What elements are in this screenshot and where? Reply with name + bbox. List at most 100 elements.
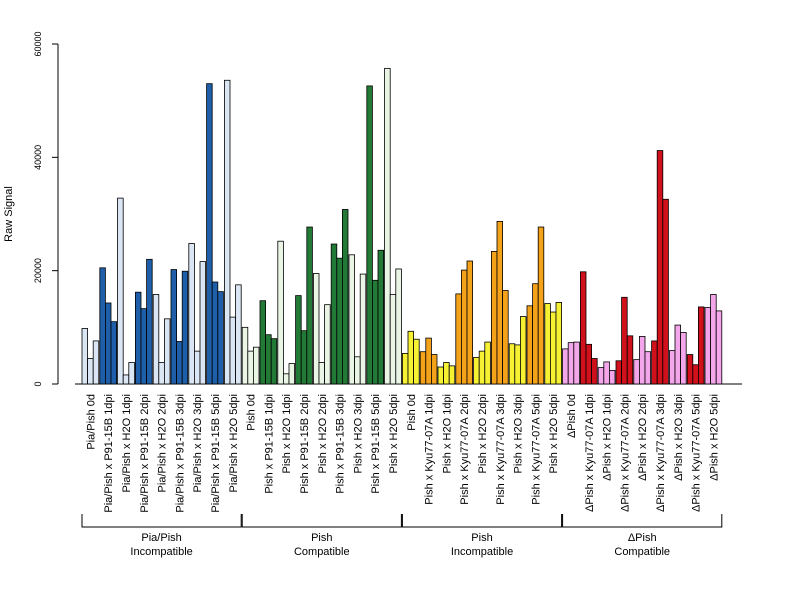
x-tick-label: Pish x H2O 2dpi — [477, 394, 489, 473]
bar — [193, 350, 201, 385]
bar — [395, 268, 402, 385]
x-tick-label: Pish x Kyu77-07A 1dpi — [424, 394, 436, 505]
bar — [520, 316, 527, 385]
bar — [621, 296, 628, 385]
bar — [514, 344, 521, 385]
bar — [92, 340, 100, 385]
bar — [532, 283, 539, 385]
bar — [633, 359, 640, 385]
group-label-line1: ΔPish — [628, 532, 657, 544]
bar — [644, 351, 651, 385]
bar — [466, 260, 473, 385]
bar — [223, 79, 231, 385]
bar — [384, 67, 391, 385]
x-tick-label: ΔPish x Kyu77-07A 5dpi — [691, 394, 703, 512]
bar — [460, 269, 468, 385]
bar — [87, 358, 94, 385]
x-tick-label: ΔPish x Kyu77-07A 1dpi — [584, 394, 596, 512]
x-tick-label: Pish x H2O 5dpi — [388, 394, 400, 473]
bar — [430, 354, 438, 385]
bar — [473, 356, 480, 385]
bar — [128, 362, 135, 385]
bar — [206, 83, 213, 385]
bar — [288, 363, 295, 385]
bar — [99, 267, 106, 385]
bar — [573, 341, 580, 385]
bar — [615, 360, 622, 385]
bar — [502, 290, 509, 385]
x-tick-label: Pish 0d — [246, 394, 258, 431]
bar — [562, 348, 569, 385]
bar — [282, 373, 290, 385]
bar — [181, 270, 189, 385]
group-label-line2: Incompatible — [130, 546, 192, 558]
bar — [526, 305, 533, 385]
x-tick-label: ΔPish x H2O 5dpi — [708, 394, 720, 481]
bar — [199, 261, 206, 385]
bar — [366, 85, 373, 385]
x-axis-labels: Pia/Pish 0d Pia/Pish x P91-15B 1dpi Pia/Pi… — [85, 394, 720, 513]
bar — [448, 365, 456, 385]
bar — [170, 269, 177, 385]
x-tick-label: Pish x P91-15B 2dpi — [299, 394, 311, 494]
bar — [496, 220, 503, 385]
bar — [490, 250, 498, 385]
bar — [585, 343, 592, 385]
bar — [656, 150, 664, 385]
x-tick-label: ΔPish x H2O 1dpi — [602, 394, 614, 481]
x-tick-label: Pia/Pish x H2O 2dpi — [157, 394, 169, 492]
bar — [437, 366, 444, 385]
x-tick-label: Pish x H2O 5dpi — [548, 394, 560, 473]
x-tick-label: Pia/Pish x P91-15B 3dpi — [174, 394, 186, 513]
bar — [662, 198, 669, 385]
bar — [270, 338, 278, 385]
bar — [163, 318, 171, 385]
bar — [567, 342, 575, 385]
x-tick-label: Pia/Pish 0d — [85, 394, 97, 450]
bar — [176, 341, 183, 385]
bar — [597, 367, 605, 385]
bar — [117, 197, 124, 385]
bar — [508, 343, 516, 385]
bar — [377, 249, 384, 385]
bar — [580, 271, 587, 385]
bar — [455, 293, 462, 385]
bar — [247, 350, 254, 385]
x-tick-label: Pish x H2O 3dpi — [352, 394, 364, 473]
y-tick-label: 40000 — [33, 145, 43, 170]
group-label-line1: Pish — [311, 532, 332, 544]
x-tick-label: Pia/Pish x P91-15B 2dpi — [139, 394, 151, 513]
bar — [550, 311, 557, 385]
bar — [674, 324, 681, 385]
group-label-line1: Pish — [471, 532, 492, 544]
x-tick-label: ΔPish x H2O 2dpi — [637, 394, 649, 481]
x-tick-label: ΔPish x Kyu77-07A 2dpi — [619, 394, 631, 512]
x-tick-label: ΔPish 0d — [566, 394, 578, 438]
group-label-line2: Compatible — [294, 546, 350, 558]
bar — [188, 243, 195, 385]
bar — [555, 301, 562, 385]
bar — [692, 364, 699, 385]
bar — [265, 334, 272, 385]
bar — [651, 340, 658, 385]
bar — [306, 226, 313, 385]
bar — [626, 335, 634, 385]
bar — [710, 294, 717, 385]
bar — [336, 257, 343, 385]
x-tick-label: Pish x H2O 1dpi — [281, 394, 293, 473]
bar — [537, 226, 545, 385]
x-tick-label: Pish x Kyu77-07A 3dpi — [495, 394, 507, 505]
bar — [401, 352, 409, 385]
bar — [639, 335, 646, 385]
bar — [158, 362, 165, 385]
x-tick-label: Pia/Pish x H2O 5dpi — [228, 394, 240, 492]
bar — [371, 279, 379, 385]
bar — [686, 354, 694, 385]
bar — [241, 326, 249, 385]
x-tick-label: Pish x H2O 1dpi — [441, 394, 453, 473]
bar — [680, 332, 687, 385]
x-tick-label: Pish 0d — [406, 394, 418, 431]
group-label-line2: Incompatible — [451, 546, 513, 558]
bar — [318, 362, 325, 385]
